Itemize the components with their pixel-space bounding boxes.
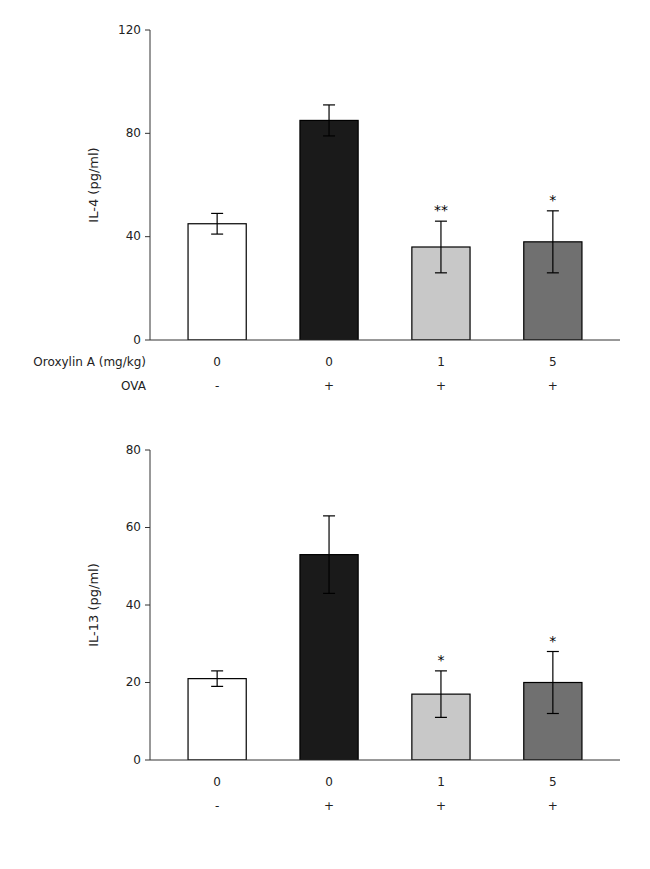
category-label: 1	[437, 355, 445, 369]
y-tick	[145, 760, 150, 761]
significance-label: *	[549, 633, 556, 649]
category-label: 0	[213, 355, 221, 369]
error-bar-cap	[547, 210, 559, 211]
y-tick-label: 40	[126, 229, 141, 243]
y-tick-label: 40	[126, 598, 141, 612]
error-bar-cap	[435, 717, 447, 718]
significance-label: *	[437, 652, 444, 668]
error-bar-stem	[440, 671, 441, 718]
y-tick	[145, 605, 150, 606]
x-axis-line	[150, 760, 620, 761]
bar	[188, 679, 246, 760]
category-label: +	[324, 379, 334, 393]
significance-label: *	[549, 192, 556, 208]
error-bar-cap	[547, 713, 559, 714]
y-tick-label: 20	[126, 675, 141, 689]
error-bar-stem	[328, 516, 329, 594]
y-axis-label: IL-13 (pg/ml)	[86, 563, 101, 647]
plot-area	[188, 105, 582, 340]
y-tick-label: 80	[126, 443, 141, 457]
y-tick-label: 0	[133, 753, 141, 767]
category-label: +	[548, 799, 558, 813]
y-axis-label: IL-4 (pg/ml)	[86, 147, 101, 222]
error-bar-stem	[552, 652, 553, 714]
y-tick-label: 80	[126, 126, 141, 140]
error-bar	[435, 671, 447, 718]
error-bar-cap	[323, 593, 335, 594]
error-bar-cap	[547, 272, 559, 273]
bar	[300, 120, 358, 340]
error-bar-cap	[323, 104, 335, 105]
figure: 04080120IL-4 (pg/ml)***0015Oroxylin A (m…	[0, 0, 650, 869]
error-bar-cap	[211, 686, 223, 687]
y-tick	[145, 133, 150, 134]
category-label: +	[548, 379, 558, 393]
category-label: +	[436, 379, 446, 393]
y-tick	[145, 236, 150, 237]
plot-area	[188, 516, 582, 760]
category-row-label: OVA	[121, 379, 147, 393]
y-tick	[145, 340, 150, 341]
significance-label: **	[434, 202, 448, 218]
y-tick	[145, 450, 150, 451]
error-bar-cap	[547, 651, 559, 652]
error-bar-cap	[211, 670, 223, 671]
error-bar	[323, 516, 335, 594]
error-bar	[547, 652, 559, 714]
error-bar	[323, 105, 335, 136]
category-label: +	[436, 799, 446, 813]
error-bar	[211, 671, 223, 687]
error-bar-cap	[435, 670, 447, 671]
error-bar-cap	[435, 221, 447, 222]
bar	[188, 224, 246, 340]
error-bar-cap	[211, 233, 223, 234]
error-bar-cap	[435, 272, 447, 273]
category-row-label: Oroxylin A (mg/kg)	[33, 355, 146, 369]
error-bar-cap	[323, 515, 335, 516]
category-label: 0	[213, 775, 221, 789]
y-axis-line	[150, 450, 151, 760]
panel: 0 20 40 60 80 IL-13 (pg/ml) * * 0 0 1 5 - + + +	[86, 443, 620, 813]
error-bar-stem	[440, 221, 441, 273]
error-bar	[211, 213, 223, 234]
y-tick-label: 60	[126, 520, 141, 534]
category-label: -	[215, 379, 219, 393]
error-bar-stem	[217, 213, 218, 234]
category-label: 5	[549, 775, 557, 789]
x-axis-line	[150, 340, 620, 341]
error-bar-cap	[323, 135, 335, 136]
y-axis-line	[150, 30, 151, 340]
error-bar	[547, 211, 559, 273]
error-bar-stem	[552, 211, 553, 273]
category-label: -	[215, 799, 219, 813]
error-bar-cap	[211, 213, 223, 214]
y-tick	[145, 682, 150, 683]
error-bar	[435, 221, 447, 273]
category-label: 0	[325, 355, 333, 369]
y-tick	[145, 30, 150, 31]
y-tick-label: 120	[118, 23, 141, 37]
category-label: 1	[437, 775, 445, 789]
error-bar-stem	[217, 671, 218, 687]
category-label: 0	[325, 775, 333, 789]
y-tick-label: 0	[133, 333, 141, 347]
category-label: 5	[549, 355, 557, 369]
y-tick	[145, 527, 150, 528]
error-bar-stem	[328, 105, 329, 136]
panel: 04080120IL-4 (pg/ml)***0015Oroxylin A (m…	[33, 23, 620, 393]
category-label: +	[324, 799, 334, 813]
